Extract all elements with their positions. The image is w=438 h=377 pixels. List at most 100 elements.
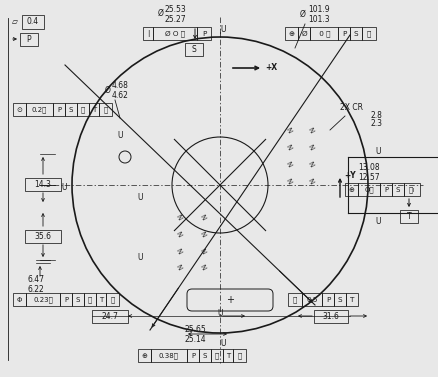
Text: S: S xyxy=(76,296,80,302)
Text: S: S xyxy=(69,106,73,112)
Text: U: U xyxy=(137,253,142,262)
Bar xyxy=(20,33,38,46)
Text: 25.53: 25.53 xyxy=(165,6,186,14)
Bar xyxy=(187,349,198,362)
Bar xyxy=(25,230,61,243)
Bar xyxy=(284,27,297,40)
Text: N: N xyxy=(283,143,291,151)
Bar xyxy=(184,43,202,56)
Text: T: T xyxy=(349,296,353,302)
Bar xyxy=(361,27,375,40)
Text: Ⓜ: Ⓜ xyxy=(110,296,114,303)
Text: N: N xyxy=(305,160,313,168)
Bar xyxy=(333,293,345,306)
Text: N: N xyxy=(174,247,181,255)
Bar xyxy=(297,27,309,40)
Bar xyxy=(403,183,419,196)
Bar xyxy=(13,293,26,306)
Text: N: N xyxy=(283,126,291,134)
Text: 0 Ⓜ: 0 Ⓜ xyxy=(317,30,330,37)
Text: 101.9: 101.9 xyxy=(307,6,329,14)
Bar xyxy=(151,349,187,362)
Text: N: N xyxy=(305,143,313,151)
Text: 2.3: 2.3 xyxy=(370,118,382,127)
Text: Ⓜ: Ⓜ xyxy=(81,106,85,113)
Text: N: N xyxy=(283,160,291,168)
Text: S: S xyxy=(395,187,399,193)
Text: 4.68: 4.68 xyxy=(112,81,129,90)
Text: 25.14: 25.14 xyxy=(184,334,206,343)
Text: N: N xyxy=(174,213,181,221)
Text: T: T xyxy=(99,296,103,302)
Text: Ⓜ: Ⓜ xyxy=(237,352,241,359)
Bar xyxy=(287,293,301,306)
Text: N: N xyxy=(305,177,313,185)
Bar xyxy=(25,178,61,191)
Text: P: P xyxy=(201,31,206,37)
Text: ⊕: ⊕ xyxy=(141,352,147,359)
Text: 2.8: 2.8 xyxy=(370,110,382,120)
Bar xyxy=(26,103,53,116)
Text: Ⓜ: Ⓜ xyxy=(214,352,219,359)
Text: U: U xyxy=(217,310,222,319)
Text: 24.7: 24.7 xyxy=(101,312,118,321)
Bar xyxy=(77,103,89,116)
Text: P: P xyxy=(57,106,61,112)
Bar xyxy=(337,27,349,40)
Text: 14.3: 14.3 xyxy=(35,180,51,189)
Text: Ø: Ø xyxy=(299,9,305,18)
Text: 12.57: 12.57 xyxy=(357,173,379,181)
Text: P: P xyxy=(64,296,68,302)
Bar xyxy=(344,183,357,196)
Text: Ⓜı: Ⓜı xyxy=(408,186,414,193)
Bar xyxy=(26,293,60,306)
Text: 6.22: 6.22 xyxy=(28,285,45,294)
Text: P: P xyxy=(191,352,194,359)
Text: Ø: Ø xyxy=(158,9,163,17)
Text: ▱: ▱ xyxy=(12,17,18,26)
Bar xyxy=(92,310,128,323)
Text: N: N xyxy=(198,213,205,221)
Bar xyxy=(198,349,211,362)
Bar xyxy=(197,27,211,40)
Text: ⊕: ⊕ xyxy=(348,187,353,193)
Bar xyxy=(379,183,391,196)
Text: U: U xyxy=(374,216,380,225)
Text: N: N xyxy=(174,230,181,238)
Text: Φ: Φ xyxy=(17,296,22,302)
Text: N: N xyxy=(198,263,205,271)
Text: Ø: Ø xyxy=(300,31,306,37)
Text: Ⓜ: Ⓜ xyxy=(366,30,371,37)
Text: +X: +X xyxy=(265,63,276,72)
Text: Ⓜ: Ⓜ xyxy=(103,106,107,113)
Text: 101.3: 101.3 xyxy=(307,14,329,23)
Text: Ⓜ: Ⓜ xyxy=(88,296,92,303)
Text: S: S xyxy=(191,45,196,54)
Text: S: S xyxy=(353,31,357,37)
Bar xyxy=(233,349,245,362)
Text: S: S xyxy=(337,296,342,302)
Text: U: U xyxy=(220,25,225,34)
Bar xyxy=(84,293,96,306)
Text: 0.2Ⓜ: 0.2Ⓜ xyxy=(32,106,47,113)
Bar xyxy=(53,103,65,116)
Text: Ø O Ⓜ: Ø O Ⓜ xyxy=(165,30,185,37)
Text: N: N xyxy=(174,263,181,271)
Bar xyxy=(96,293,106,306)
Text: U: U xyxy=(61,184,67,193)
Text: ⌢: ⌢ xyxy=(292,296,297,303)
Text: 0.23Ⓜ: 0.23Ⓜ xyxy=(33,296,53,303)
Text: |: | xyxy=(146,30,149,37)
Text: N: N xyxy=(305,126,313,134)
Text: 0.4: 0.4 xyxy=(27,17,39,26)
Bar xyxy=(357,183,379,196)
Text: N: N xyxy=(198,230,205,238)
Bar xyxy=(345,293,357,306)
Bar xyxy=(313,310,347,323)
Text: 2X CR: 2X CR xyxy=(339,104,362,112)
Text: 4.62: 4.62 xyxy=(112,90,129,100)
Bar xyxy=(349,27,361,40)
Text: OⓂ: OⓂ xyxy=(364,186,373,193)
Text: 13.08: 13.08 xyxy=(357,164,379,173)
Text: ⊙: ⊙ xyxy=(17,106,22,112)
